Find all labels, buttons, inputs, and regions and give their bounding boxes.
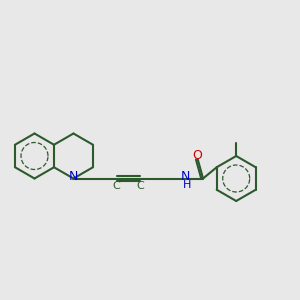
Text: N: N: [69, 170, 78, 184]
Text: C: C: [113, 181, 121, 191]
Text: C: C: [136, 181, 144, 191]
Text: O: O: [193, 149, 202, 162]
Text: N: N: [180, 170, 190, 184]
Text: H: H: [183, 180, 191, 190]
